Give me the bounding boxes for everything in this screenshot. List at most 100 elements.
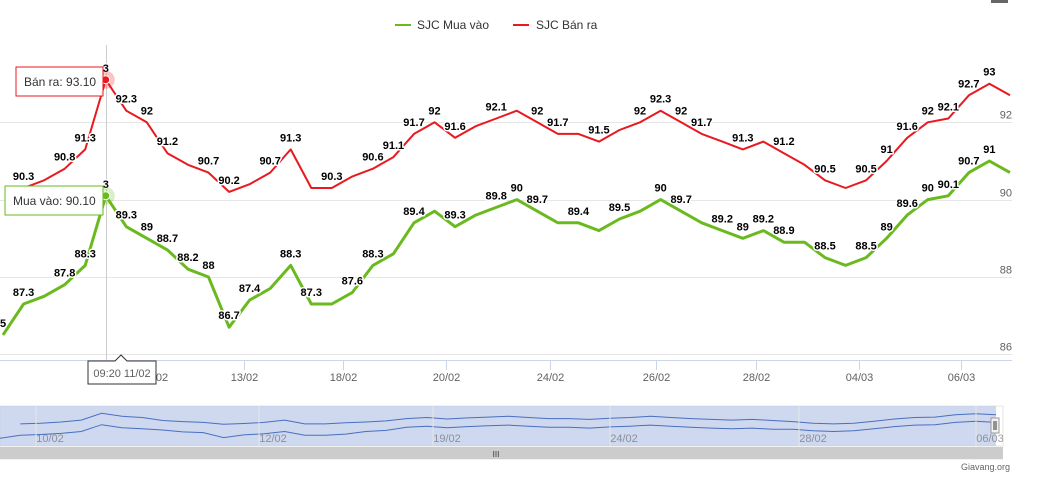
data-label-buy: 5 [0,318,6,330]
data-label-buy: 89 [737,221,749,233]
data-label-buy: 87.8 [54,268,75,280]
data-label-sell: 91.7 [691,117,712,129]
tooltip-buy-text: Mua vào: 90.10 [13,194,96,208]
hamburger-menu-icon[interactable] [991,0,1008,3]
data-label-sell: 91.3 [280,132,301,144]
navigator-line-sell [20,412,997,425]
series-sell [23,78,1011,193]
grid-lines [0,122,1012,355]
navigator-mask[interactable] [0,406,996,446]
series-line-sell[interactable] [23,78,1011,193]
data-label-buy: 89.7 [527,194,548,206]
tooltip-sell-text: Bán ra: 93.10 [24,75,96,89]
data-label-sell: 92.1 [938,101,959,113]
data-label-buy: 89.2 [712,214,733,226]
data-label-sell: 91.6 [444,121,465,133]
data-label-sell: 91.7 [547,117,568,129]
data-label-buy: 87.3 [13,287,34,299]
data-label-buy: 88.3 [280,248,301,260]
data-label-sell: 3 [103,63,109,75]
chart-credit[interactable]: Giavang.org [961,462,1010,472]
legend-buy-label: SJC Mua vào [417,18,489,32]
data-label-sell: 91.2 [773,136,794,148]
data-label-buy: 89.3 [444,210,465,222]
data-label-sell: 93 [983,67,995,79]
navigator-line-buy [0,420,997,439]
data-label-sell: 92 [634,105,646,117]
navigator-handle-right[interactable] [990,417,1000,434]
data-label-sell: 90.7 [198,156,219,168]
data-label-sell: 91.3 [74,132,95,144]
data-label-buy: 88.5 [814,241,835,253]
data-label-sell: 92 [675,105,687,117]
data-label-sell: 91 [881,144,893,156]
data-labels-sell: 90.390.891.3392.39291.290.790.290.791.39… [11,61,997,188]
series-buy [1,159,1011,336]
tooltip-x: 09:20 11/02 [87,354,157,385]
tooltip-x-text: 09:20 11/02 [93,368,150,380]
navigator-label: 19/02 [433,433,461,445]
series-line-buy[interactable] [1,159,1011,336]
data-label-buy: 3 [103,179,109,191]
x-tick-label: 13/02 [231,372,259,384]
data-label-sell: 92.3 [650,94,671,106]
legend-item-sell[interactable]: SJC Bán ra [513,18,598,32]
x-tick-label: 28/02 [743,372,771,384]
data-label-sell: 92 [141,105,153,117]
y-axis: 86 88 90 92 [1000,110,1012,354]
y-tick-label: 86 [1000,342,1012,354]
y-tick-label: 90 [1000,188,1012,200]
data-label-buy: 90 [922,183,934,195]
navigator[interactable]: 10/02 12/02 19/02 24/02 28/02 06/03 [0,405,1004,447]
data-label-buy: 88.5 [855,241,876,253]
x-tick-label: 24/02 [537,372,565,384]
data-label-sell: 90.6 [362,152,383,164]
data-label-sell: 90.5 [855,163,876,175]
data-label-buy: 87.3 [301,287,322,299]
navigator-label: 28/02 [799,433,827,445]
navigator-labels: 10/02 12/02 19/02 24/02 28/02 06/03 [35,406,1004,446]
legend-sell-label: SJC Bán ra [536,18,598,32]
data-label-buy: 88.3 [74,248,95,260]
navigator-label: 06/03 [976,433,1004,445]
data-label-sell: 91.2 [157,136,178,148]
data-label-sell: 90.3 [321,171,342,183]
data-label-sell: 91.3 [732,132,753,144]
data-label-buy: 89 [141,221,153,233]
data-label-sell: 91.5 [588,125,609,137]
data-label-buy: 89.8 [485,190,506,202]
data-label-sell: 90.2 [218,175,239,187]
data-label-sell: 92.1 [485,101,506,113]
navigator-scrollbar[interactable]: III [0,446,1003,460]
tooltip-buy: Mua vào: 90.10 [4,185,104,216]
scrollbar-grip: III [493,450,500,459]
data-label-sell: 91.6 [896,121,917,133]
data-label-buy: 90.7 [958,156,979,168]
data-label-sell: 91.1 [383,140,404,152]
data-label-buy: 89 [881,221,893,233]
navigator-series [0,412,997,439]
tooltip-x-box [87,354,157,385]
data-label-buy: 87.4 [239,283,261,295]
data-label-sell: 92 [428,105,440,117]
data-label-sell: 91.7 [403,117,424,129]
legend: SJC Mua vào SJC Bán ra [395,18,598,32]
data-label-sell: 92 [922,105,934,117]
tooltip-buy-box [4,185,104,216]
data-label-buy: 87.6 [342,275,363,287]
data-label-buy: 89.4 [403,206,425,218]
data-label-buy: 88.3 [362,248,383,260]
x-tick-label: 06/03 [948,372,976,384]
data-label-buy: 90.1 [938,179,959,191]
scrollbar-thumb[interactable] [0,447,1003,459]
data-label-buy: 90 [654,183,666,195]
data-label-buy: 88.7 [157,233,178,245]
data-label-buy: 89.2 [753,214,774,226]
data-label-sell: 92.3 [116,94,137,106]
data-label-buy: 89.4 [568,206,590,218]
legend-item-buy[interactable]: SJC Mua vào [395,18,489,32]
navigator-label: 12/02 [259,433,287,445]
data-label-sell: 90.3 [13,171,34,183]
data-label-buy: 89.7 [670,194,691,206]
